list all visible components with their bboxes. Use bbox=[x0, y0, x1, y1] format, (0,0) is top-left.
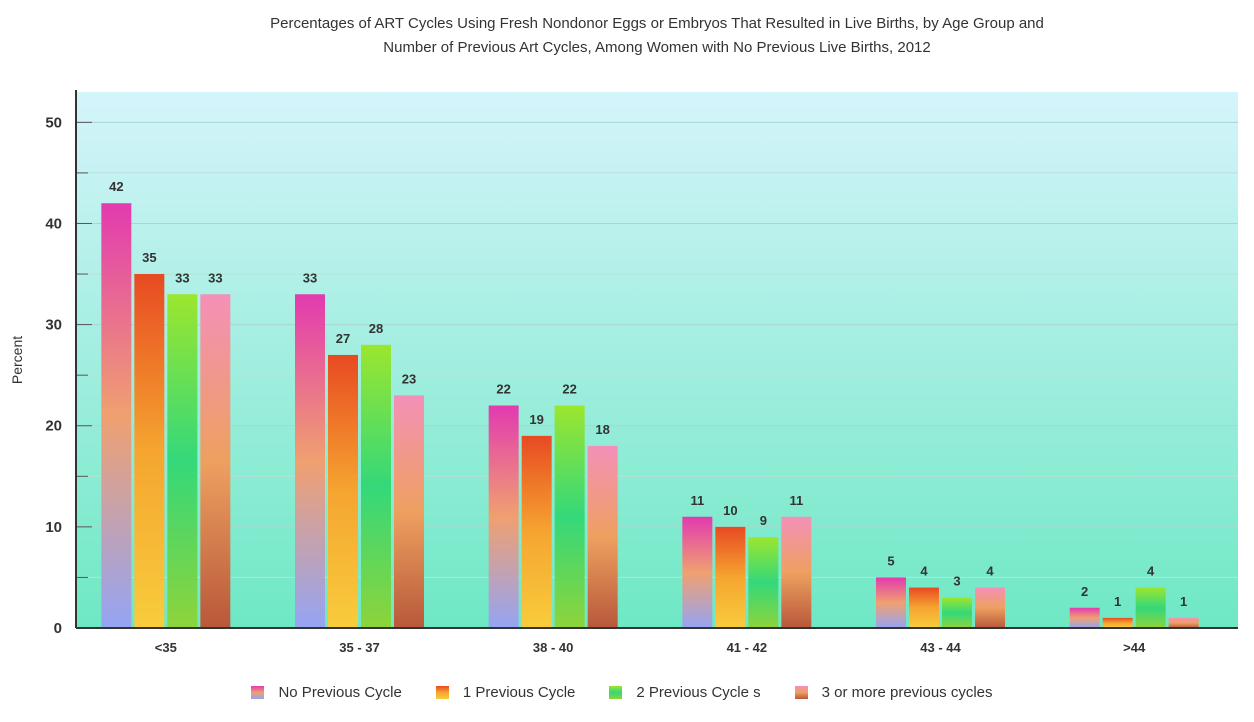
data-label: 27 bbox=[336, 331, 350, 346]
data-label: 11 bbox=[789, 493, 803, 508]
bar bbox=[394, 395, 424, 628]
data-label: 4 bbox=[986, 564, 994, 579]
legend-item: 1 Previous Cycle bbox=[435, 684, 576, 701]
bar bbox=[587, 445, 618, 628]
bar bbox=[488, 405, 519, 628]
plot-area bbox=[76, 92, 1238, 628]
y-tick-label: 10 bbox=[45, 519, 62, 536]
data-label: 42 bbox=[109, 179, 123, 194]
data-label: 23 bbox=[402, 371, 416, 386]
data-label: 1 bbox=[1180, 594, 1187, 609]
bar bbox=[134, 274, 165, 628]
data-label: 22 bbox=[562, 382, 576, 397]
y-axis-title: Percent bbox=[9, 336, 25, 384]
bar bbox=[781, 516, 812, 628]
x-tick-label: >44 bbox=[1123, 640, 1146, 655]
bar bbox=[748, 536, 779, 628]
data-label: 3 bbox=[953, 574, 960, 589]
bar bbox=[295, 294, 325, 628]
bar bbox=[554, 405, 585, 628]
data-label: 18 bbox=[595, 422, 609, 437]
chart-title-block: Percentages of ART Cycles Using Fresh No… bbox=[0, 12, 1254, 60]
bar bbox=[361, 344, 391, 628]
y-tick-label: 30 bbox=[45, 317, 62, 334]
legend-item: No Previous Cycle bbox=[251, 684, 402, 701]
bar bbox=[975, 587, 1005, 628]
x-tick-label: 35 - 37 bbox=[339, 640, 379, 655]
legend-label: 3 or more previous cycles bbox=[821, 684, 993, 701]
legend-swatch bbox=[435, 686, 449, 699]
data-label: 33 bbox=[175, 270, 189, 285]
legend-item: 3 or more previous cycles bbox=[794, 684, 993, 701]
y-tick-label: 50 bbox=[45, 114, 62, 131]
data-label: 19 bbox=[529, 412, 543, 427]
data-label: 33 bbox=[303, 270, 317, 285]
chart-subtitle: Number of Previous Art Cycles, Among Wom… bbox=[383, 39, 931, 56]
data-label: 33 bbox=[208, 270, 222, 285]
bar bbox=[1102, 617, 1133, 628]
data-label: 5 bbox=[887, 553, 894, 568]
bar bbox=[942, 597, 972, 628]
bar bbox=[200, 294, 231, 628]
legend-label: No Previous Cycle bbox=[278, 684, 402, 701]
data-label: 11 bbox=[690, 493, 704, 508]
x-tick-label: 38 - 40 bbox=[533, 640, 573, 655]
chart-title: Percentages of ART Cycles Using Fresh No… bbox=[270, 15, 1044, 32]
bar bbox=[1069, 607, 1100, 628]
data-label: 2 bbox=[1081, 584, 1088, 599]
legend-label: 1 Previous Cycle bbox=[462, 684, 576, 701]
bar bbox=[682, 516, 713, 628]
x-tick-label: 41 - 42 bbox=[727, 640, 767, 655]
x-tick-label: 43 - 44 bbox=[920, 640, 961, 655]
data-label: 10 bbox=[723, 503, 737, 518]
bar bbox=[328, 354, 358, 628]
bar bbox=[715, 526, 746, 628]
bar bbox=[1135, 587, 1166, 628]
bar bbox=[521, 435, 552, 628]
legend-swatch bbox=[251, 686, 265, 699]
data-label: 4 bbox=[1147, 564, 1155, 579]
legend-item: 2 Previous Cycle s bbox=[609, 684, 761, 701]
bar bbox=[167, 294, 198, 628]
legend-swatch bbox=[609, 686, 623, 699]
data-label: 4 bbox=[920, 564, 928, 579]
legend-label: 2 Previous Cycle s bbox=[636, 684, 761, 701]
bar bbox=[876, 577, 906, 628]
bar bbox=[1168, 617, 1199, 628]
data-label: 35 bbox=[142, 250, 156, 265]
bar bbox=[909, 587, 939, 628]
y-tick-label: 40 bbox=[45, 215, 62, 232]
data-label: 22 bbox=[496, 382, 510, 397]
x-tick-label: <35 bbox=[155, 640, 177, 655]
data-label: 9 bbox=[760, 513, 767, 528]
legend-swatch bbox=[794, 686, 808, 699]
data-label: 28 bbox=[369, 321, 383, 336]
y-tick-label: 0 bbox=[54, 620, 62, 637]
chart-legend: No Previous Cycle 1 Previous Cycle 2 Previ… bbox=[0, 684, 1254, 701]
data-label: 1 bbox=[1114, 594, 1121, 609]
y-tick-label: 20 bbox=[45, 418, 62, 435]
bar bbox=[101, 203, 132, 628]
